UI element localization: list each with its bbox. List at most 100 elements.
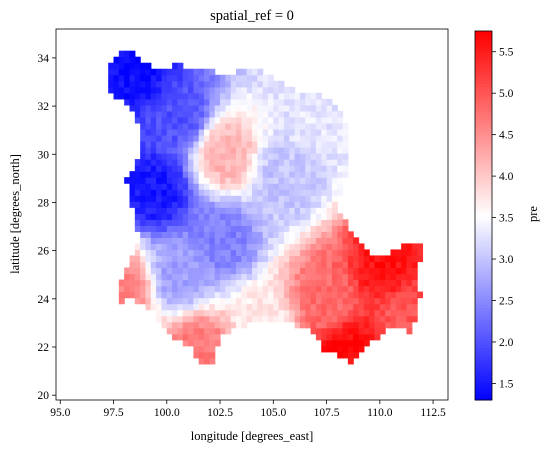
heatmap-cell <box>204 110 210 118</box>
heatmap-cell <box>209 333 216 341</box>
heatmap-cell <box>204 291 210 299</box>
heatmap-cell <box>198 147 205 154</box>
heatmap-cell <box>342 309 349 317</box>
colorbar-segment <box>475 298 492 303</box>
heatmap-cell <box>236 243 242 251</box>
heatmap-cell <box>257 92 264 100</box>
heatmap-cell <box>118 297 125 305</box>
heatmap-cell <box>299 92 306 100</box>
heatmap-cell <box>198 128 205 136</box>
heatmap-cell <box>134 249 141 257</box>
y-tick-label: 30 <box>38 149 50 161</box>
heatmap-cell <box>379 303 386 311</box>
heatmap-cell <box>150 279 157 287</box>
heatmap-cell <box>305 195 312 202</box>
heatmap-cell <box>406 291 413 299</box>
heatmap-cell <box>294 159 301 166</box>
heatmap-cell <box>214 122 221 130</box>
heatmap-cell <box>342 333 349 341</box>
heatmap-cell <box>140 153 147 160</box>
heatmap-cell <box>278 116 285 124</box>
heatmap-cell <box>166 327 173 335</box>
heatmap-cell <box>273 80 280 88</box>
heatmap-cell <box>188 135 195 142</box>
heatmap-cell <box>331 201 338 208</box>
heatmap-cell <box>204 183 210 190</box>
heatmap-cell <box>145 201 152 208</box>
heatmap-cell <box>182 207 189 214</box>
heatmap-cell <box>204 80 210 88</box>
heatmap-cell <box>150 213 157 220</box>
y-tick-label: 22 <box>38 342 50 354</box>
heatmap-cell <box>246 183 253 190</box>
heatmap-cell <box>236 279 242 287</box>
heatmap-cell <box>145 165 152 172</box>
heatmap-cell <box>236 135 242 142</box>
heatmap-cell <box>209 351 216 359</box>
heatmap-cell <box>273 303 280 311</box>
heatmap-cell <box>283 189 290 196</box>
heatmap-cell <box>267 285 274 293</box>
colorbar-segment <box>475 246 492 250</box>
heatmap-cell <box>150 104 157 112</box>
heatmap-cell <box>214 98 221 106</box>
heatmap-cell <box>252 201 258 208</box>
heatmap-cell <box>326 201 333 208</box>
heatmap-cell <box>278 86 285 94</box>
heatmap-cell <box>193 255 200 263</box>
heatmap-cell <box>156 86 163 94</box>
heatmap-cell <box>150 68 157 76</box>
heatmap-cell <box>198 207 205 214</box>
heatmap-cell <box>209 177 216 184</box>
heatmap-cell <box>337 249 344 257</box>
heatmap-cell <box>374 291 381 299</box>
heatmap-cell <box>257 291 264 299</box>
heatmap-cell <box>273 261 280 269</box>
heatmap-cell <box>305 189 312 196</box>
heatmap-cell <box>172 68 179 76</box>
heatmap-cell <box>273 291 280 299</box>
heatmap-cell <box>150 98 157 106</box>
heatmap-cell <box>209 195 216 202</box>
heatmap-cell <box>252 303 258 311</box>
heatmap-cell <box>337 309 344 317</box>
heatmap-cell <box>262 110 269 118</box>
colorbar-segment <box>475 114 492 118</box>
heatmap-cell <box>257 273 264 281</box>
heatmap-cell <box>299 255 306 263</box>
heatmap-cell <box>342 273 349 281</box>
heatmap-cell <box>374 285 381 293</box>
heatmap-cell <box>406 255 413 263</box>
heatmap-cell <box>353 309 360 317</box>
heatmap-cell <box>411 285 418 293</box>
heatmap-cell <box>188 171 195 178</box>
colorbar-segment <box>475 154 492 158</box>
heatmap-cell <box>108 62 115 70</box>
heatmap-cell <box>273 219 280 226</box>
heatmap-cell <box>230 225 237 232</box>
heatmap-cell <box>252 98 258 106</box>
heatmap-cell <box>406 327 413 335</box>
heatmap-cell <box>252 189 258 196</box>
heatmap-cell <box>267 303 274 311</box>
heatmap-cell <box>156 183 163 190</box>
heatmap-cell <box>209 237 216 245</box>
heatmap-cell <box>305 255 312 263</box>
heatmap-cell <box>289 92 296 100</box>
heatmap-cell <box>315 171 322 178</box>
heatmap-cell <box>161 110 168 118</box>
heatmap-cell <box>225 261 232 269</box>
heatmap-cell <box>166 231 173 238</box>
heatmap-cell <box>246 122 253 130</box>
heatmap-cell <box>134 171 141 178</box>
heatmap-cell <box>161 261 168 269</box>
heatmap-cell <box>299 189 306 196</box>
heatmap-cell <box>262 309 269 317</box>
heatmap-cell <box>321 201 328 208</box>
heatmap-cell <box>289 98 296 106</box>
heatmap-cell <box>267 128 274 136</box>
heatmap-cell <box>209 213 216 220</box>
heatmap-cell <box>374 333 381 341</box>
heatmap-cell <box>257 159 264 166</box>
heatmap-cell <box>129 267 136 275</box>
